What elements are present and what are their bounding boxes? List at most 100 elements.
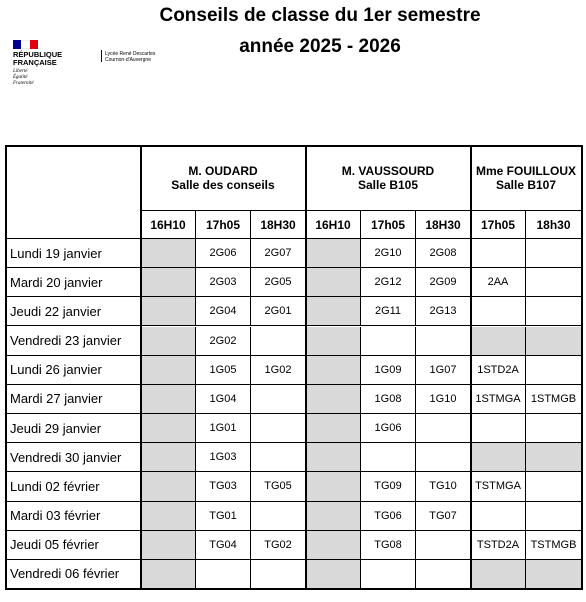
- slot-cell: [416, 443, 471, 473]
- day-label: Lundi 26 janvier: [6, 355, 141, 385]
- slot-cell: [526, 443, 582, 473]
- slot-cell: [251, 501, 306, 531]
- slot-cell: [306, 414, 361, 444]
- slot-cell: 2G09: [416, 268, 471, 298]
- time-header: 18H30: [251, 211, 306, 239]
- group-divider: [140, 146, 142, 590]
- slot-cell: [471, 501, 526, 531]
- slot-cell: [526, 355, 582, 385]
- slot-cell: [361, 443, 416, 473]
- slot-cell: 2G06: [196, 239, 251, 269]
- slot-cell: TSTMGB: [526, 530, 582, 560]
- slot-cell: [306, 239, 361, 269]
- group-header: Mme FOUILLOUX Salle B107: [471, 146, 582, 211]
- slot-cell: [306, 559, 361, 590]
- day-label: Lundi 19 janvier: [6, 239, 141, 269]
- border: [5, 145, 7, 590]
- slot-cell: [361, 326, 416, 356]
- corner: [6, 146, 141, 239]
- slot-cell: 1G01: [196, 414, 251, 444]
- slot-cell: [141, 443, 196, 473]
- slot-cell: TG09: [361, 472, 416, 502]
- slot-cell: TG01: [196, 501, 251, 531]
- day-label: Vendredi 23 janvier: [6, 326, 141, 356]
- slot-cell: 2G02: [196, 326, 251, 356]
- separator: [101, 50, 102, 62]
- slot-cell: [526, 501, 582, 531]
- motto-line: Égalité: [13, 75, 28, 80]
- slot-cell: 1G07: [416, 355, 471, 385]
- slot-cell: 1G03: [196, 443, 251, 473]
- slot-cell: [141, 268, 196, 298]
- slot-cell: 2G01: [251, 297, 306, 327]
- slot-cell: TG06: [361, 501, 416, 531]
- slot-cell: [416, 414, 471, 444]
- slot-cell: [416, 559, 471, 590]
- day-label: Jeudi 05 février: [6, 530, 141, 560]
- motto-line: Liberté: [13, 69, 28, 74]
- slot-cell: 1G02: [251, 355, 306, 385]
- slot-cell: TG05: [251, 472, 306, 502]
- slot-cell: [306, 472, 361, 502]
- slot-cell: [471, 414, 526, 444]
- time-header: 17h05: [361, 211, 416, 239]
- group-header: M. VAUSSOURD Salle B105: [306, 146, 471, 211]
- group-header: M. OUDARD Salle des conseils: [141, 146, 306, 211]
- school-line: Cournon-d'Auvergne: [105, 57, 151, 63]
- slot-cell: [471, 326, 526, 356]
- slot-cell: 1STMGB: [526, 384, 582, 414]
- slot-cell: [526, 239, 582, 269]
- slot-cell: [141, 355, 196, 385]
- title: Conseils de classe du 1er semestre: [159, 5, 481, 26]
- slot-cell: [141, 530, 196, 560]
- subtitle: année 2025 - 2026: [239, 36, 401, 57]
- slot-cell: 2G05: [251, 268, 306, 298]
- time-header: 17h05: [196, 211, 251, 239]
- slot-cell: 1G06: [361, 414, 416, 444]
- slot-cell: [471, 443, 526, 473]
- slot-cell: [526, 414, 582, 444]
- slot-cell: TSTMGA: [471, 472, 526, 502]
- slot-cell: 1STD2A: [471, 355, 526, 385]
- slot-cell: 2G07: [251, 239, 306, 269]
- slot-cell: [416, 530, 471, 560]
- slot-cell: [306, 384, 361, 414]
- republic-line: RÉPUBLIQUE: [13, 50, 63, 59]
- border: [581, 145, 583, 590]
- slot-cell: [306, 530, 361, 560]
- slot-cell: [141, 239, 196, 269]
- group-room: Salle B105: [357, 178, 419, 192]
- motto: Liberté Égalité Fraternité: [13, 69, 34, 87]
- slot-cell: [306, 326, 361, 356]
- time-header: 18h30: [526, 211, 582, 239]
- group-room: Salle B107: [495, 178, 557, 192]
- slot-cell: [526, 559, 582, 590]
- day-label: Lundi 02 février: [6, 472, 141, 502]
- slot-cell: 1STMGA: [471, 384, 526, 414]
- slot-cell: [141, 297, 196, 327]
- slot-cell: [251, 384, 306, 414]
- slot-cell: 1G10: [416, 384, 471, 414]
- slot-cell: [471, 297, 526, 327]
- slot-cell: [141, 414, 196, 444]
- motto-line: Fraternité: [13, 81, 34, 86]
- slot-cell: [141, 472, 196, 502]
- slot-cell: TG04: [196, 530, 251, 560]
- slot-cell: [141, 501, 196, 531]
- time-header: 16H10: [306, 211, 361, 239]
- slot-cell: 2G03: [196, 268, 251, 298]
- slot-cell: 2G13: [416, 297, 471, 327]
- time-header: 16H10: [141, 211, 196, 239]
- slot-cell: 1G05: [196, 355, 251, 385]
- slot-cell: [526, 297, 582, 327]
- slot-cell: TG07: [416, 501, 471, 531]
- group-divider: [470, 146, 472, 590]
- slot-cell: 1G09: [361, 355, 416, 385]
- slot-cell: 2G11: [361, 297, 416, 327]
- slot-cell: 2G08: [416, 239, 471, 269]
- slot-cell: 2G10: [361, 239, 416, 269]
- slot-cell: 2AA: [471, 268, 526, 298]
- republic: RÉPUBLIQUE FRANÇAISE: [13, 51, 62, 67]
- day-label: Mardi 20 janvier: [6, 268, 141, 298]
- group-teacher: Mme FOUILLOUX: [475, 164, 576, 178]
